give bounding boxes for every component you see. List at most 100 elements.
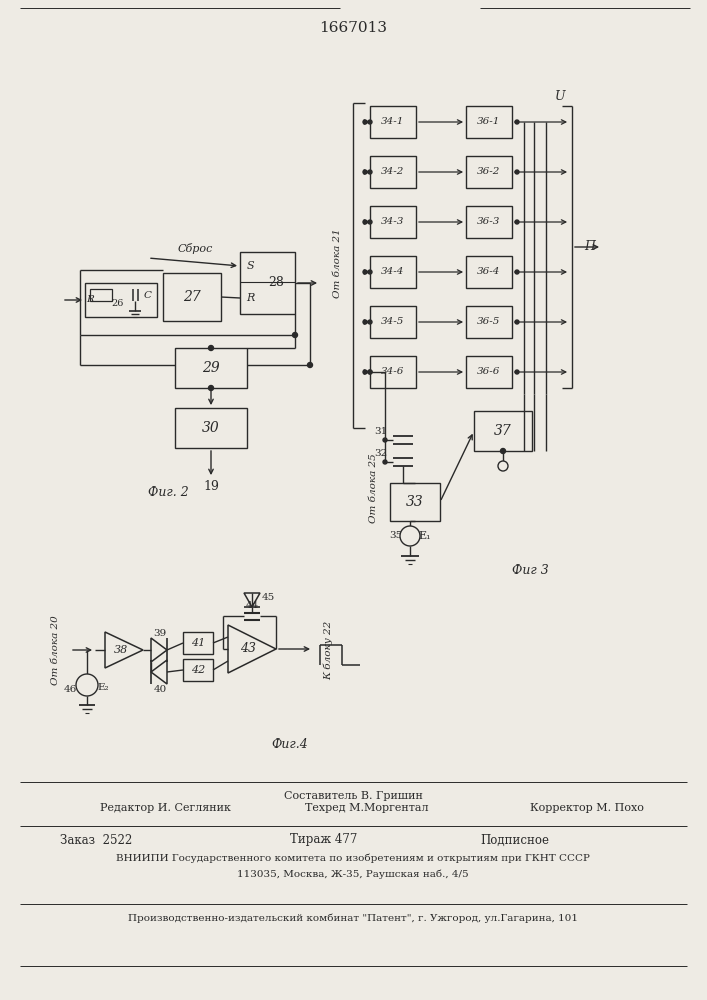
Circle shape bbox=[515, 320, 519, 324]
Bar bbox=[183, 632, 213, 654]
Bar bbox=[466, 256, 512, 288]
Circle shape bbox=[400, 526, 420, 546]
Text: 34-3: 34-3 bbox=[381, 218, 404, 227]
Text: R: R bbox=[86, 296, 94, 304]
Text: 40: 40 bbox=[153, 686, 167, 694]
Text: R: R bbox=[246, 293, 255, 303]
Circle shape bbox=[368, 120, 372, 124]
Text: Техред М.Моргентал: Техред М.Моргентал bbox=[305, 803, 428, 813]
Text: 36-3: 36-3 bbox=[477, 218, 501, 227]
Circle shape bbox=[76, 674, 98, 696]
Circle shape bbox=[363, 270, 367, 274]
Bar bbox=[163, 273, 221, 321]
Bar bbox=[466, 356, 512, 388]
Circle shape bbox=[363, 370, 367, 374]
Bar bbox=[370, 156, 416, 188]
Text: 36-4: 36-4 bbox=[477, 267, 501, 276]
Circle shape bbox=[209, 385, 214, 390]
Bar bbox=[474, 411, 532, 451]
Bar bbox=[370, 256, 416, 288]
Text: 36-1: 36-1 bbox=[477, 117, 501, 126]
Text: 37: 37 bbox=[494, 424, 512, 438]
Circle shape bbox=[209, 346, 214, 351]
Circle shape bbox=[363, 120, 367, 124]
Text: Составитель В. Гришин: Составитель В. Гришин bbox=[284, 791, 423, 801]
Circle shape bbox=[515, 120, 519, 124]
Text: 26: 26 bbox=[112, 300, 124, 308]
Text: От блока 20: От блока 20 bbox=[50, 615, 59, 685]
Circle shape bbox=[383, 438, 387, 442]
Circle shape bbox=[368, 220, 372, 224]
Text: 32: 32 bbox=[375, 450, 387, 458]
Text: 19: 19 bbox=[203, 480, 219, 492]
Text: ВНИИПИ Государственного комитета по изобретениям и открытиям при ГКНТ СССР: ВНИИПИ Государственного комитета по изоб… bbox=[116, 853, 590, 863]
Text: 27: 27 bbox=[183, 290, 201, 304]
Circle shape bbox=[515, 220, 519, 224]
Bar bbox=[466, 206, 512, 238]
Text: Фиг 3: Фиг 3 bbox=[512, 564, 549, 576]
Bar bbox=[370, 206, 416, 238]
Circle shape bbox=[308, 362, 312, 367]
Circle shape bbox=[515, 370, 519, 374]
Text: 1667013: 1667013 bbox=[319, 21, 387, 35]
Text: U: U bbox=[555, 90, 566, 103]
Text: Производственно-издательский комбинат "Патент", г. Ужгород, ул.Гагарина, 101: Производственно-издательский комбинат "П… bbox=[128, 913, 578, 923]
Circle shape bbox=[368, 170, 372, 174]
Bar bbox=[370, 356, 416, 388]
Text: От блока 21: От блока 21 bbox=[332, 228, 341, 298]
Circle shape bbox=[515, 170, 519, 174]
Bar bbox=[85, 283, 157, 317]
Circle shape bbox=[498, 461, 508, 471]
Text: 36-2: 36-2 bbox=[477, 167, 501, 176]
Bar bbox=[183, 659, 213, 681]
Text: Редактор И. Сегляник: Редактор И. Сегляник bbox=[100, 803, 231, 813]
Text: Фиг.4: Фиг.4 bbox=[271, 738, 308, 752]
Text: Подписное: Подписное bbox=[480, 834, 549, 846]
Text: Корректор М. Похо: Корректор М. Похо bbox=[530, 803, 644, 813]
Text: 30: 30 bbox=[202, 421, 220, 435]
Circle shape bbox=[368, 270, 372, 274]
Text: 34-2: 34-2 bbox=[381, 167, 404, 176]
Text: 34-1: 34-1 bbox=[381, 117, 404, 126]
Text: Заказ  2522: Заказ 2522 bbox=[60, 834, 132, 846]
Circle shape bbox=[293, 332, 298, 338]
Text: 31: 31 bbox=[375, 428, 387, 436]
Text: S: S bbox=[246, 261, 254, 271]
Text: Тираж 477: Тираж 477 bbox=[290, 834, 357, 846]
Text: C: C bbox=[144, 290, 152, 300]
Text: 43: 43 bbox=[240, 643, 256, 656]
Bar bbox=[370, 106, 416, 138]
Text: 46: 46 bbox=[64, 686, 76, 694]
Text: 41: 41 bbox=[191, 638, 205, 648]
Circle shape bbox=[368, 320, 372, 324]
Text: 34-4: 34-4 bbox=[381, 267, 404, 276]
Text: 44: 44 bbox=[245, 600, 259, 609]
Circle shape bbox=[363, 170, 367, 174]
Text: 36-6: 36-6 bbox=[477, 367, 501, 376]
Bar bbox=[175, 408, 247, 448]
Text: 39: 39 bbox=[153, 629, 167, 638]
Text: 45: 45 bbox=[262, 592, 274, 601]
Bar bbox=[370, 306, 416, 338]
Circle shape bbox=[363, 320, 367, 324]
Text: 113035, Москва, Ж-35, Раушская наб., 4/5: 113035, Москва, Ж-35, Раушская наб., 4/5 bbox=[237, 869, 469, 879]
Text: 28: 28 bbox=[268, 276, 284, 290]
Circle shape bbox=[368, 370, 372, 374]
Bar bbox=[390, 483, 440, 521]
Circle shape bbox=[501, 448, 506, 454]
Text: 34-5: 34-5 bbox=[381, 318, 404, 326]
Bar bbox=[466, 306, 512, 338]
Text: Сброс: Сброс bbox=[177, 242, 213, 253]
Text: 36-5: 36-5 bbox=[477, 318, 501, 326]
Text: E₂: E₂ bbox=[97, 684, 109, 692]
Circle shape bbox=[383, 460, 387, 464]
Text: 33: 33 bbox=[406, 495, 424, 509]
Text: E₁: E₁ bbox=[419, 531, 431, 541]
Text: Фиг. 2: Фиг. 2 bbox=[148, 486, 188, 498]
Text: 38: 38 bbox=[114, 645, 128, 655]
Bar bbox=[240, 252, 295, 314]
Bar bbox=[175, 348, 247, 388]
Bar bbox=[466, 106, 512, 138]
Text: К блоку 22: К блоку 22 bbox=[323, 620, 333, 680]
Circle shape bbox=[363, 220, 367, 224]
